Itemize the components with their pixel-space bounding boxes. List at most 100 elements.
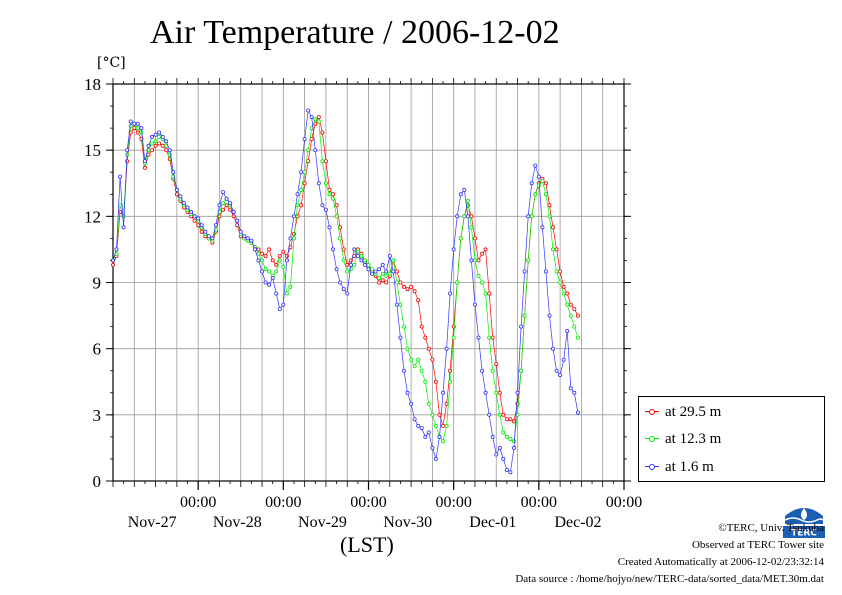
data-point bbox=[220, 201, 225, 206]
data-point bbox=[391, 269, 396, 274]
data-point bbox=[167, 148, 172, 153]
data-point bbox=[277, 258, 282, 263]
data-point bbox=[483, 291, 488, 296]
data-point bbox=[529, 214, 534, 219]
data-point bbox=[568, 313, 573, 318]
data-point bbox=[568, 386, 573, 391]
data-point bbox=[348, 267, 353, 272]
data-point bbox=[181, 201, 186, 206]
data-point bbox=[235, 218, 240, 223]
data-point bbox=[334, 214, 339, 219]
data-point bbox=[263, 280, 268, 285]
data-point bbox=[192, 218, 197, 223]
data-point bbox=[398, 335, 403, 340]
data-point bbox=[508, 437, 513, 442]
data-point bbox=[554, 269, 559, 274]
data-point bbox=[490, 368, 495, 373]
data-point bbox=[377, 276, 382, 281]
data-point bbox=[416, 298, 421, 303]
data-point bbox=[362, 258, 367, 263]
data-point bbox=[330, 196, 335, 201]
data-point bbox=[529, 181, 534, 186]
data-point bbox=[302, 137, 307, 142]
x-tick-label-time: 00:00 bbox=[265, 494, 301, 511]
data-point bbox=[519, 368, 524, 373]
data-point bbox=[171, 170, 176, 175]
data-point bbox=[220, 190, 225, 195]
data-point bbox=[416, 423, 421, 428]
data-point bbox=[220, 207, 225, 212]
data-point bbox=[547, 203, 552, 208]
data-point bbox=[409, 401, 414, 406]
data-point bbox=[394, 302, 399, 307]
data-point bbox=[199, 229, 204, 234]
data-point bbox=[543, 269, 548, 274]
data-point bbox=[398, 302, 403, 307]
data-point bbox=[352, 262, 357, 267]
data-point bbox=[536, 174, 541, 179]
data-point bbox=[355, 249, 360, 254]
data-point bbox=[565, 328, 570, 333]
data-point bbox=[451, 335, 456, 340]
legend-swatch-green bbox=[645, 434, 659, 444]
y-tick-label: 15 bbox=[84, 141, 101, 160]
data-point bbox=[224, 203, 229, 208]
data-point bbox=[568, 302, 573, 307]
data-point bbox=[412, 289, 417, 294]
data-point bbox=[299, 187, 304, 192]
data-point bbox=[334, 267, 339, 272]
data-point bbox=[118, 174, 123, 179]
x-tick-label-date: Dec-01 bbox=[469, 514, 516, 531]
data-point bbox=[259, 251, 264, 256]
data-point bbox=[472, 236, 477, 241]
data-point bbox=[543, 192, 548, 197]
data-point bbox=[522, 269, 527, 274]
data-point bbox=[472, 258, 477, 263]
data-point bbox=[149, 134, 154, 139]
data-point bbox=[476, 258, 481, 263]
data-point bbox=[455, 280, 460, 285]
data-point bbox=[359, 258, 364, 263]
data-point bbox=[259, 269, 264, 274]
data-point bbox=[153, 139, 158, 144]
data-point bbox=[160, 134, 165, 139]
data-point bbox=[299, 170, 304, 175]
x-tick-label-time: 00:00 bbox=[521, 494, 557, 511]
data-point bbox=[494, 452, 499, 457]
data-point bbox=[547, 313, 552, 318]
data-point bbox=[267, 269, 272, 274]
data-point bbox=[551, 346, 556, 351]
data-point bbox=[401, 324, 406, 329]
data-point bbox=[348, 262, 353, 267]
data-point bbox=[359, 253, 364, 258]
data-point bbox=[575, 313, 580, 318]
data-point bbox=[419, 426, 424, 431]
data-point bbox=[288, 284, 293, 289]
data-point bbox=[316, 115, 321, 120]
data-point bbox=[242, 234, 247, 239]
data-point bbox=[384, 273, 389, 278]
data-point bbox=[412, 364, 417, 369]
data-point bbox=[437, 412, 442, 417]
data-point bbox=[256, 258, 261, 263]
data-point bbox=[256, 247, 261, 252]
data-point bbox=[323, 207, 328, 212]
data-point bbox=[426, 401, 431, 406]
x-axis-label: (LST) bbox=[340, 532, 394, 557]
data-point bbox=[185, 205, 190, 210]
data-point bbox=[458, 192, 463, 197]
data-point bbox=[501, 456, 506, 461]
data-point bbox=[213, 223, 218, 228]
x-tick-label-time: 00:00 bbox=[435, 494, 471, 511]
data-point bbox=[135, 121, 140, 126]
data-point bbox=[440, 423, 445, 428]
y-tick-label: 9 bbox=[93, 274, 102, 293]
footer-observed: Observed at TERC Tower site bbox=[691, 539, 824, 551]
data-point bbox=[245, 236, 250, 241]
data-point bbox=[423, 335, 428, 340]
data-point bbox=[291, 236, 296, 241]
data-point bbox=[377, 267, 382, 272]
data-point bbox=[433, 456, 438, 461]
data-point bbox=[149, 141, 154, 146]
data-point bbox=[487, 335, 492, 340]
